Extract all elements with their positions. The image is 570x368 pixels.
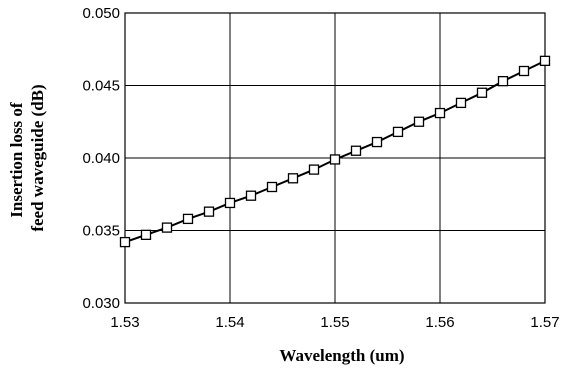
x-tick-label: 1.54 — [215, 314, 244, 331]
data-point-marker — [287, 173, 299, 184]
data-point-marker — [518, 65, 530, 77]
y-tick-label: 0.045 — [82, 78, 120, 95]
y-tick-label: 0.050 — [82, 5, 120, 22]
data-point-marker — [119, 236, 131, 248]
y-tick-label: 0.040 — [82, 150, 120, 167]
x-axis-tick-labels: 1.53 1.54 1.55 1.56 1.57 — [110, 314, 559, 331]
data-point-marker — [245, 190, 257, 201]
data-point-marker — [476, 87, 488, 98]
y-axis-label-line-2: feed waveguide (dB) — [28, 84, 47, 231]
data-point-marker — [434, 107, 446, 119]
plot-area-frame — [124, 12, 546, 304]
x-tick-label: 1.55 — [320, 314, 349, 331]
x-tick-label: 1.53 — [110, 314, 139, 331]
data-point-marker — [161, 222, 173, 233]
data-point-marker — [350, 145, 362, 156]
data-point-markers — [119, 55, 551, 248]
data-point-marker — [182, 213, 194, 225]
x-axis-label: Wavelength (um) — [279, 346, 404, 365]
y-axis-label-line-1: Insertion loss of — [7, 102, 26, 218]
data-point-marker — [224, 197, 236, 209]
y-axis-label: Insertion loss of feed waveguide (dB) — [7, 84, 47, 231]
data-point-marker — [371, 136, 383, 148]
data-point-marker — [308, 164, 320, 175]
data-point-marker — [329, 154, 341, 165]
y-tick-label: 0.030 — [82, 295, 120, 312]
data-point-marker — [455, 97, 467, 109]
data-point-marker — [266, 181, 278, 193]
data-point-marker — [203, 206, 215, 217]
data-point-marker — [497, 76, 509, 87]
x-tick-label: 1.57 — [530, 314, 559, 331]
y-tick-label: 0.035 — [82, 223, 120, 240]
y-axis-tick-labels: 0.030 0.035 0.040 0.045 0.050 — [82, 5, 120, 312]
x-tick-label: 1.56 — [425, 314, 454, 331]
data-point-marker — [539, 55, 551, 66]
data-point-marker — [392, 126, 404, 138]
data-point-marker — [140, 229, 152, 241]
data-point-marker — [413, 116, 425, 127]
